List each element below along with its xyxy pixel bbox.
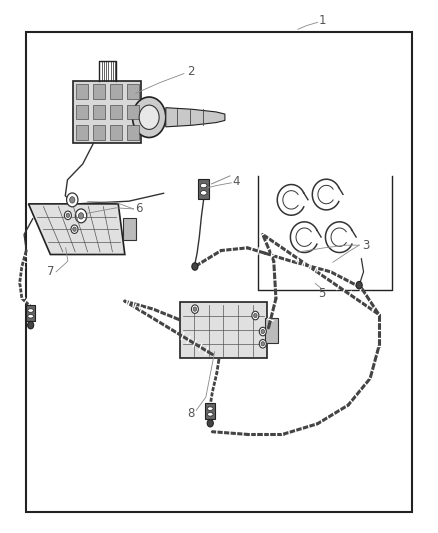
Circle shape [261, 342, 265, 346]
Bar [76, 84, 88, 99]
Bar [93, 105, 105, 119]
Circle shape [70, 197, 75, 203]
Circle shape [132, 97, 166, 138]
Ellipse shape [207, 413, 213, 416]
Text: 1: 1 [318, 14, 326, 27]
Polygon shape [28, 204, 125, 255]
Text: 6: 6 [135, 203, 143, 215]
Text: 8: 8 [187, 407, 194, 419]
Circle shape [191, 305, 198, 313]
Bar [110, 84, 122, 99]
Ellipse shape [28, 309, 34, 312]
Ellipse shape [201, 183, 207, 188]
Text: 2: 2 [187, 66, 194, 78]
Circle shape [71, 225, 78, 233]
Bar [127, 84, 139, 99]
Bar [110, 125, 122, 140]
Bar [123, 218, 136, 240]
Bar [127, 125, 139, 140]
Circle shape [207, 419, 213, 427]
Circle shape [356, 281, 362, 289]
Circle shape [64, 211, 71, 220]
Circle shape [193, 307, 197, 311]
Bar [127, 105, 139, 119]
Polygon shape [166, 108, 225, 127]
Circle shape [28, 321, 34, 329]
Circle shape [67, 193, 78, 207]
Circle shape [254, 313, 257, 318]
Ellipse shape [28, 314, 34, 318]
Circle shape [261, 329, 265, 334]
Circle shape [139, 105, 159, 130]
Circle shape [252, 311, 259, 320]
Circle shape [192, 263, 198, 270]
Circle shape [73, 227, 76, 231]
Ellipse shape [201, 191, 207, 195]
Bar [198, 179, 209, 199]
Text: 3: 3 [362, 239, 369, 252]
Bar [93, 84, 105, 99]
Text: 4: 4 [233, 175, 240, 188]
Bar [110, 105, 122, 119]
Circle shape [78, 213, 84, 219]
Circle shape [259, 340, 266, 348]
Bar [93, 125, 105, 140]
Bar [205, 403, 215, 419]
Bar [73, 81, 141, 142]
Bar [26, 32, 412, 512]
Bar [76, 125, 88, 140]
Bar [76, 105, 88, 119]
Ellipse shape [207, 407, 213, 410]
Circle shape [75, 209, 87, 223]
Circle shape [259, 327, 266, 336]
Circle shape [66, 213, 70, 217]
Bar [26, 305, 35, 321]
Text: 5: 5 [318, 287, 325, 300]
Text: 7: 7 [46, 265, 54, 278]
Bar [265, 318, 278, 343]
Polygon shape [180, 303, 267, 358]
